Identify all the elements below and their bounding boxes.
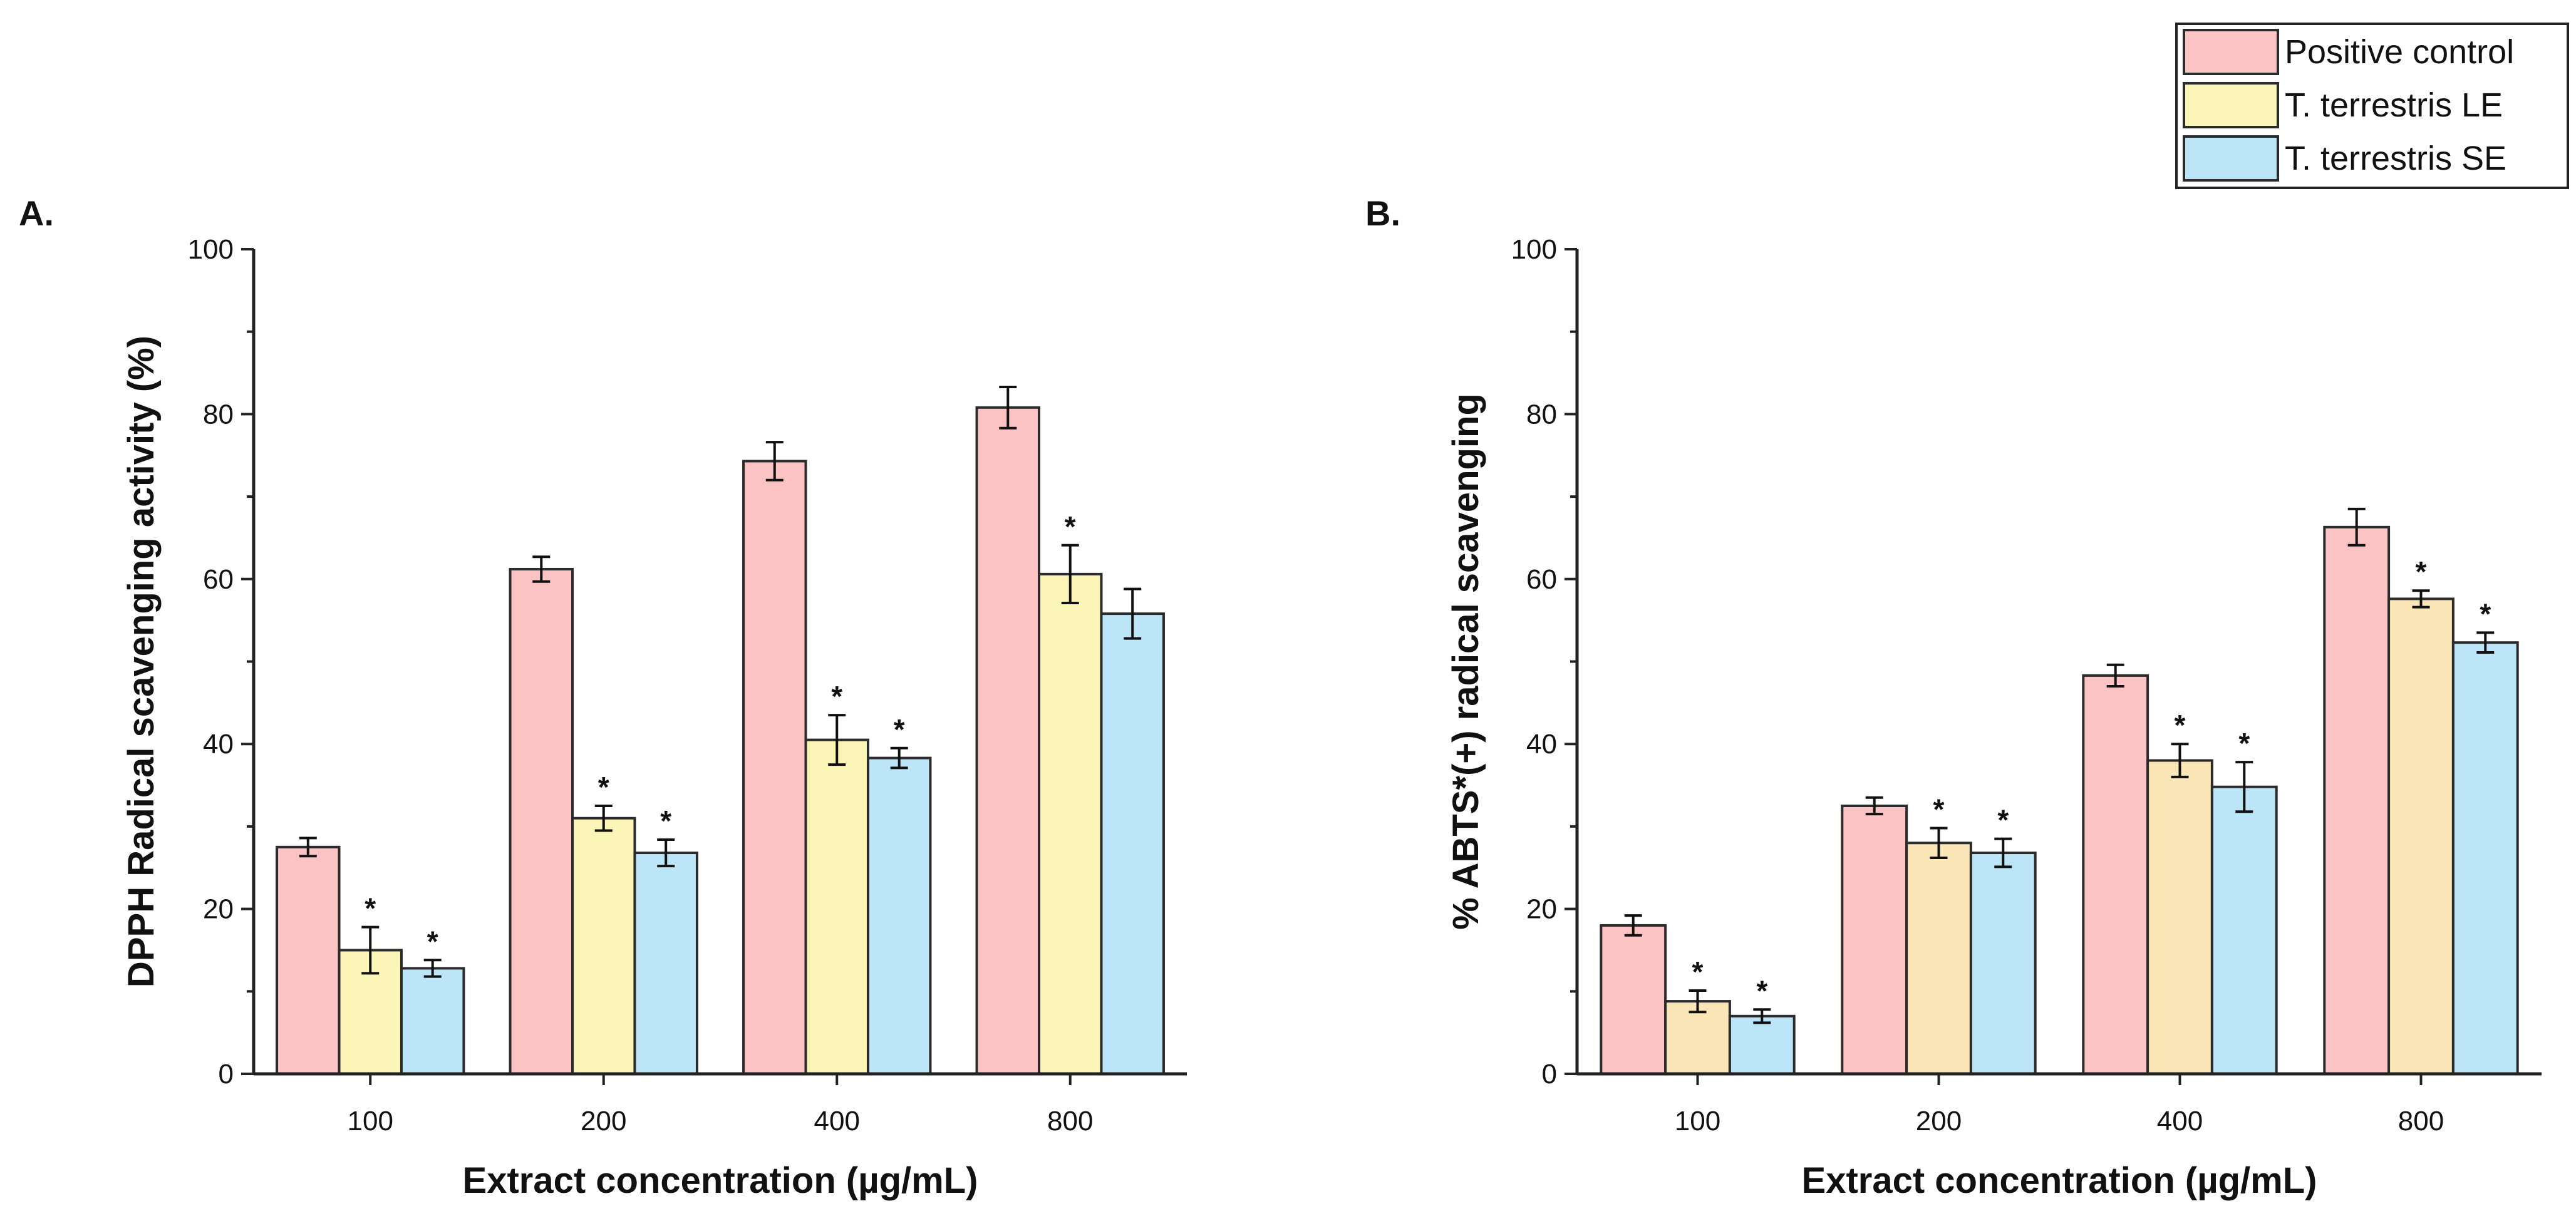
error-bar-positive-control-100 bbox=[1624, 914, 1642, 937]
chart-panel-a: A. * * 100 * * 200 * * 400 * 800 0 20 40 60 80 100 Extract… bbox=[19, 193, 1187, 1201]
x-tick-label: 800 bbox=[2398, 1106, 2444, 1136]
bar-positive-control-400 bbox=[2082, 674, 2149, 1076]
bar-positive-control-200 bbox=[1841, 804, 1908, 1075]
significance-marker: * bbox=[365, 892, 376, 925]
y-tick-label: 60 bbox=[203, 564, 234, 595]
bar-t-terrestris-se-400 bbox=[866, 756, 932, 1075]
x-tick-label: 100 bbox=[348, 1106, 393, 1136]
error-bar-t-terrestris-se-100 bbox=[1753, 1008, 1771, 1024]
y-tick-label: 20 bbox=[1526, 894, 1557, 925]
chart-panel-b: B. * * 100 * * 200 * * 400 * * 800 0 20 40 60 80 100 Extrac… bbox=[1365, 193, 2542, 1201]
error-bar-positive-control-400 bbox=[765, 441, 784, 482]
error-bar-t-terrestris-se-400 bbox=[2235, 761, 2253, 813]
error-bar-t-terrestris-se-400 bbox=[890, 746, 908, 770]
bar-positive-control-200 bbox=[509, 567, 574, 1075]
bar-t-terrestris-le-200 bbox=[1905, 842, 1972, 1075]
y-axis-title: DPPH Radical scavenging activity (%) bbox=[121, 336, 162, 987]
error-bar-positive-control-100 bbox=[299, 837, 317, 858]
significance-marker: * bbox=[1065, 510, 1076, 543]
x-tick-label: 400 bbox=[814, 1106, 860, 1136]
y-tick-label: 100 bbox=[188, 234, 234, 265]
panel-label: A. bbox=[19, 193, 54, 233]
x-tick-label: 200 bbox=[1916, 1106, 1962, 1136]
y-tick-label: 80 bbox=[203, 399, 234, 430]
error-bar-t-terrestris-le-100 bbox=[361, 925, 380, 975]
bar-t-terrestris-le-200 bbox=[571, 817, 636, 1075]
significance-marker: * bbox=[598, 771, 609, 803]
y-tick-label: 40 bbox=[203, 729, 234, 760]
y-tick-label: 20 bbox=[203, 894, 234, 925]
bar-t-terrestris-se-800 bbox=[1100, 612, 1165, 1075]
bar-t-terrestris-le-800 bbox=[2387, 597, 2454, 1075]
x-tick-label: 400 bbox=[2157, 1106, 2203, 1136]
error-bar-t-terrestris-le-800 bbox=[2412, 589, 2430, 609]
significance-marker: * bbox=[2480, 597, 2491, 630]
bar-positive-control-100 bbox=[276, 845, 341, 1075]
significance-marker: * bbox=[894, 713, 905, 746]
legend-swatch-t-terrestris-se bbox=[2183, 135, 2279, 182]
significance-marker: * bbox=[660, 805, 671, 837]
legend: Positive control T. terrestris LE T. ter… bbox=[2175, 23, 2569, 189]
legend-label-t-terrestris-se: T. terrestris SE bbox=[2285, 140, 2506, 177]
y-tick-label: 80 bbox=[1526, 399, 1557, 430]
bar-positive-control-800 bbox=[975, 406, 1041, 1075]
bar-positive-control-800 bbox=[2323, 525, 2391, 1075]
error-bar-t-terrestris-se-100 bbox=[423, 959, 442, 978]
error-bar-t-terrestris-se-200 bbox=[1994, 837, 2012, 868]
bar-positive-control-400 bbox=[742, 460, 807, 1075]
bar-t-terrestris-se-100 bbox=[1728, 1014, 1796, 1076]
error-bar-t-terrestris-se-800 bbox=[2476, 631, 2495, 654]
y-tick-label: 0 bbox=[1542, 1059, 1557, 1090]
y-tick-label: 100 bbox=[1511, 234, 1557, 265]
error-bar-t-terrestris-se-200 bbox=[657, 838, 675, 868]
y-tick-label: 0 bbox=[219, 1059, 234, 1090]
x-tick-label: 100 bbox=[1675, 1106, 1720, 1136]
error-bar-t-terrestris-le-200 bbox=[1930, 827, 1948, 859]
x-tick-label: 800 bbox=[1047, 1106, 1093, 1136]
x-axis-title: Extract concentration (µg/mL) bbox=[463, 1160, 978, 1201]
panel-label: B. bbox=[1365, 193, 1400, 233]
significance-marker: * bbox=[1692, 956, 1704, 988]
error-bar-t-terrestris-le-200 bbox=[594, 804, 613, 832]
legend-swatch-t-terrestris-le bbox=[2183, 82, 2279, 128]
significance-marker: * bbox=[427, 925, 438, 957]
significance-marker: * bbox=[2238, 727, 2250, 760]
bar-t-terrestris-se-200 bbox=[1969, 852, 2037, 1075]
y-tick-label: 40 bbox=[1526, 729, 1557, 760]
error-bar-t-terrestris-le-400 bbox=[2171, 743, 2189, 778]
error-bar-positive-control-800 bbox=[2347, 507, 2366, 547]
bar-positive-control-100 bbox=[1600, 924, 1667, 1075]
bar-t-terrestris-se-400 bbox=[2210, 785, 2278, 1075]
y-tick-label: 60 bbox=[1526, 564, 1557, 595]
error-bar-positive-control-200 bbox=[1865, 796, 1883, 816]
significance-marker: * bbox=[831, 680, 842, 713]
error-bar-positive-control-800 bbox=[999, 385, 1017, 430]
legend-label-positive-control: Positive control bbox=[2285, 33, 2514, 71]
error-bar-t-terrestris-le-400 bbox=[828, 714, 846, 766]
legend-swatch-positive-control bbox=[2183, 29, 2279, 75]
significance-marker: * bbox=[1933, 793, 1945, 826]
error-bar-positive-control-200 bbox=[532, 555, 551, 583]
y-axis-title: % ABTS*(+) radical scavenging bbox=[1446, 393, 1486, 930]
error-bar-t-terrestris-le-100 bbox=[1689, 989, 1707, 1014]
bar-t-terrestris-se-200 bbox=[633, 852, 698, 1075]
significance-marker: * bbox=[2416, 555, 2427, 588]
bar-t-terrestris-le-800 bbox=[1038, 572, 1103, 1075]
bar-t-terrestris-le-400 bbox=[2146, 759, 2213, 1076]
significance-marker: * bbox=[1756, 974, 1767, 1007]
error-bar-t-terrestris-le-800 bbox=[1061, 544, 1079, 604]
error-bar-positive-control-400 bbox=[2106, 663, 2124, 688]
bar-t-terrestris-le-400 bbox=[804, 738, 869, 1075]
bar-t-terrestris-se-100 bbox=[400, 967, 465, 1075]
bar-t-terrestris-se-800 bbox=[2451, 641, 2519, 1075]
x-axis-title: Extract concentration (µg/mL) bbox=[1802, 1160, 2317, 1201]
error-bar-t-terrestris-se-800 bbox=[1124, 587, 1142, 640]
x-tick-label: 200 bbox=[581, 1106, 626, 1136]
legend-label-t-terrestris-le: T. terrestris LE bbox=[2285, 86, 2503, 124]
significance-marker: * bbox=[2175, 709, 2186, 741]
significance-marker: * bbox=[1997, 804, 2009, 837]
